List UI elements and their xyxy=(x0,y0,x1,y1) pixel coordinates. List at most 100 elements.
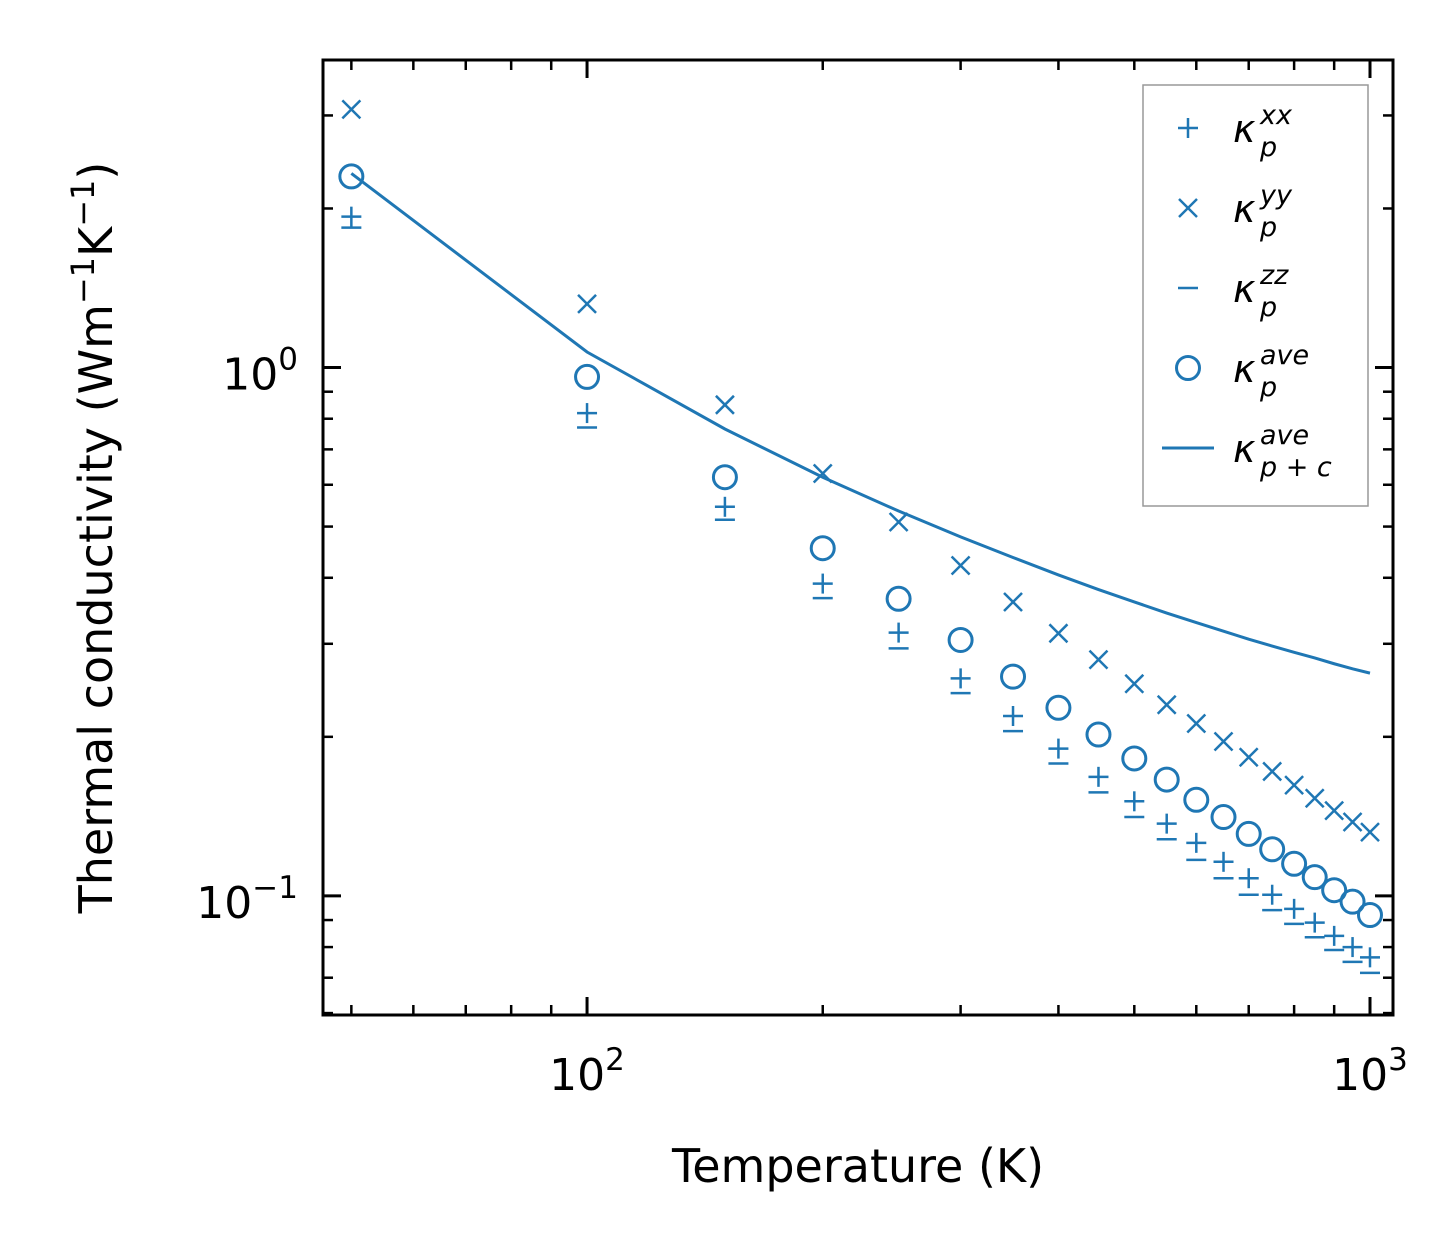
x-marker-b xyxy=(577,293,597,314)
data-point xyxy=(577,403,598,424)
data-point xyxy=(1003,705,1024,726)
data-point xyxy=(888,622,909,643)
legend-superscript: xx xyxy=(1259,100,1293,131)
data-point xyxy=(1186,832,1207,853)
x-marker-b xyxy=(950,555,971,576)
data-point xyxy=(714,496,735,517)
data-point xyxy=(1301,864,1328,891)
x-marker-b xyxy=(1124,673,1145,694)
legend-subscript: p xyxy=(1259,292,1277,323)
y-tick-exponent: −1 xyxy=(252,870,298,906)
x-marker-b xyxy=(1304,788,1325,809)
data-point xyxy=(341,206,362,227)
plot-content xyxy=(338,99,1383,975)
y-axis-label: Thermal conductivity (Wm−1K−1) xyxy=(64,162,123,915)
y-tick-label: 10−1 xyxy=(196,870,298,929)
data-point xyxy=(1156,694,1177,715)
data-point xyxy=(1262,761,1283,782)
data-point xyxy=(1124,791,1145,812)
legend-box xyxy=(1142,84,1369,507)
data-point xyxy=(950,555,971,576)
data-point xyxy=(1186,713,1207,734)
series-kappa_p_ave xyxy=(338,163,1383,929)
x-tick-base: 10 xyxy=(1332,1050,1388,1101)
legend-kappa: κ xyxy=(1233,187,1256,231)
data-point xyxy=(1339,888,1366,915)
x-marker-b xyxy=(1186,713,1207,734)
data-point xyxy=(1124,673,1145,694)
legend-label: κ xyxy=(1233,347,1256,391)
legend-superscript: ave xyxy=(1260,420,1309,451)
legend-label: κ xyxy=(1233,107,1256,151)
y-label-unit: K xyxy=(69,225,123,257)
legend-entry-kappa_p_yy: κ yyp xyxy=(1178,180,1293,243)
x-marker-b xyxy=(1213,731,1234,752)
data-point xyxy=(1281,850,1308,877)
x-marker-b xyxy=(1238,747,1259,768)
legend-marker xyxy=(1175,355,1201,381)
legend-kappa: κ xyxy=(1233,267,1256,311)
data-point xyxy=(1183,786,1210,813)
data-point xyxy=(1088,649,1109,670)
data-point xyxy=(885,585,912,612)
legend-entry-kappa_p_xx: κ xxp xyxy=(1178,100,1293,163)
y-label-exponent: −1 xyxy=(64,257,102,304)
data-point xyxy=(1048,738,1069,759)
data-point xyxy=(888,512,909,532)
x-marker-b xyxy=(1178,198,1198,218)
data-point xyxy=(809,535,836,562)
data-point xyxy=(1085,721,1112,748)
y-tick-base: 10 xyxy=(222,350,278,401)
series-line xyxy=(350,172,1371,675)
x-marker-b xyxy=(1284,775,1305,796)
x-marker-b xyxy=(1360,822,1380,843)
data-point xyxy=(1342,812,1363,832)
x-marker-b xyxy=(715,394,735,415)
series-kappa_pc_ave xyxy=(350,172,1371,675)
data-point xyxy=(1000,663,1027,690)
x-tick-label: 103 xyxy=(1332,1042,1408,1101)
x-marker-b xyxy=(1262,761,1283,782)
legend-superscript: zz xyxy=(1259,260,1289,291)
y-tick-exponent: 0 xyxy=(278,342,298,378)
y-tick-label: 100 xyxy=(222,342,298,401)
legend-kappa: κ xyxy=(1233,347,1256,391)
data-point xyxy=(1238,868,1259,889)
data-point xyxy=(812,573,833,594)
legend-marker xyxy=(1178,118,1198,138)
major-ticks xyxy=(323,60,1393,1015)
data-point xyxy=(1324,800,1345,821)
data-point xyxy=(1088,766,1109,787)
data-point xyxy=(1238,747,1259,768)
series-kappa_p_zz xyxy=(341,226,1380,975)
x-marker-b xyxy=(341,99,362,120)
legend-subscript: p xyxy=(1259,132,1277,163)
legend-subscript: p xyxy=(1259,372,1277,403)
y-label-text: Thermal conductivity (Wm xyxy=(69,304,123,914)
data-point xyxy=(1213,731,1234,752)
y-tick-base: 10 xyxy=(196,878,252,929)
legend-kappa: κ xyxy=(1233,427,1256,471)
data-point xyxy=(1359,947,1380,968)
legend-label: κ xyxy=(1233,187,1256,231)
x-axis-label: Temperature (K) xyxy=(671,1139,1044,1193)
x-marker-b xyxy=(1342,812,1363,832)
y-label-paren: ) xyxy=(69,162,123,180)
data-point xyxy=(1262,884,1283,905)
x-tick-exponent: 2 xyxy=(605,1042,625,1078)
legend-label: κ xyxy=(1233,267,1256,311)
y-label-exponent: −1 xyxy=(64,180,102,227)
plot-frame xyxy=(321,58,1395,1017)
x-marker-b xyxy=(1088,649,1109,670)
data-point xyxy=(1235,820,1262,847)
x-marker-b xyxy=(812,463,833,484)
data-point xyxy=(1342,937,1363,958)
legend-subscript: p + c xyxy=(1259,452,1332,483)
data-point xyxy=(947,626,974,653)
data-point xyxy=(1356,902,1383,929)
data-point xyxy=(338,163,365,190)
data-point xyxy=(1304,912,1325,933)
